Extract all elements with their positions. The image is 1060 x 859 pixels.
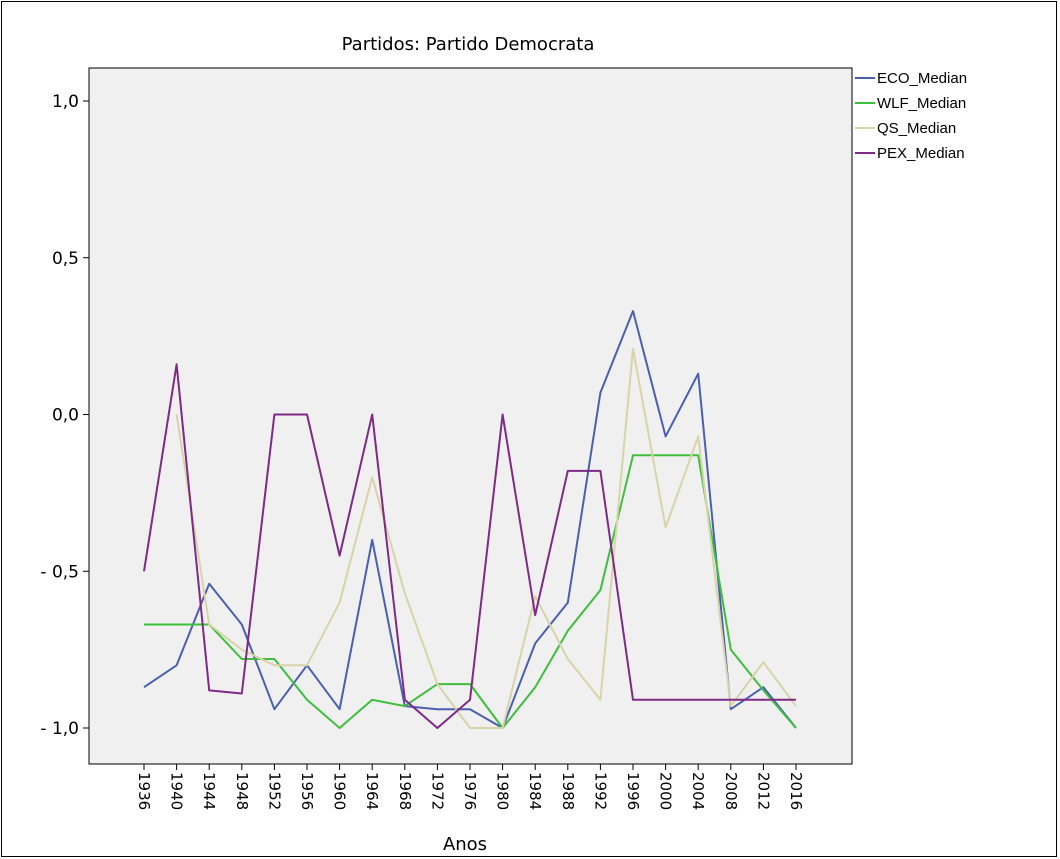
x-axis-label: Anos <box>443 834 487 855</box>
x-tick-label: 2000 <box>657 772 675 810</box>
x-tick-label: 1960 <box>331 772 349 810</box>
x-tick-label: 1972 <box>428 772 446 810</box>
y-tick-label: 0,0 <box>52 406 79 426</box>
series-line-eco-median <box>143 310 797 729</box>
x-tick-label: 1948 <box>233 772 251 810</box>
x-tick-label: 1964 <box>363 772 381 810</box>
series-line-wlf-median <box>144 454 797 729</box>
x-tick-label: 1992 <box>591 772 609 810</box>
x-axis: 1936 1940 1944 1948 1952 1956 1960 1964 1968 1972… <box>135 764 805 810</box>
x-tick-label: 1956 <box>298 772 316 810</box>
x-tick-label: 1988 <box>559 772 577 810</box>
y-axis: 1,0 0,5 0,0 - 0,5 - 1,0 <box>40 92 89 739</box>
x-tick-label: 2016 <box>787 772 805 810</box>
legend-label: ECO_Median <box>877 70 967 87</box>
x-tick-label: 2008 <box>722 772 740 810</box>
x-tick-label: 2004 <box>689 772 707 810</box>
x-tick-label: 2012 <box>754 772 772 810</box>
x-tick-label: 1968 <box>396 772 414 810</box>
y-tick-label: 0,5 <box>52 249 79 269</box>
series-layer <box>143 310 797 729</box>
y-tick-label: 1,0 <box>52 92 79 112</box>
x-tick-label: 1980 <box>494 772 512 810</box>
legend-label: PEX_Median <box>877 145 965 162</box>
legend: ECO_Median WLF_Median QS_Median PEX_Median <box>855 70 967 162</box>
legend-label: WLF_Median <box>877 95 966 112</box>
x-tick-label: 1936 <box>135 772 153 810</box>
x-tick-label: 1984 <box>526 772 544 810</box>
x-tick-label: 1976 <box>461 772 479 810</box>
chart-title: Partidos: Partido Democrata <box>342 34 595 55</box>
legend-label: QS_Median <box>877 120 956 137</box>
y-tick-label: - 0,5 <box>40 562 79 582</box>
x-tick-label: 1940 <box>168 772 186 810</box>
x-tick-label: 1996 <box>624 772 642 810</box>
x-tick-label: 1952 <box>265 772 283 810</box>
y-tick-label: - 1,0 <box>40 719 79 739</box>
series-line-qs-median <box>175 347 797 729</box>
series-line-pex-median <box>143 363 796 729</box>
x-tick-label: 1944 <box>200 772 218 810</box>
